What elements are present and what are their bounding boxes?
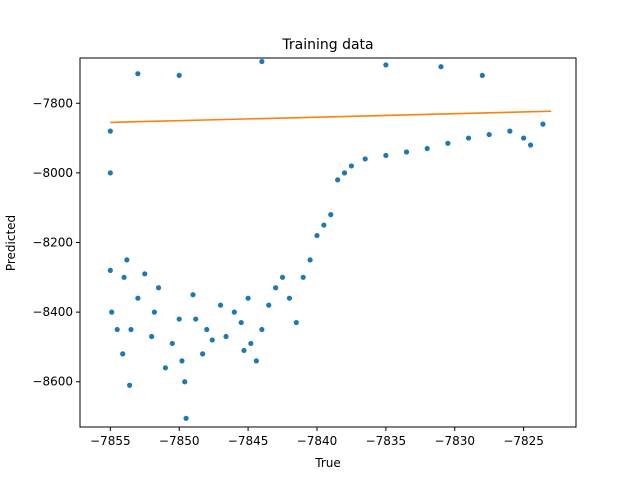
scatter-point (486, 131, 492, 138)
scatter-point (321, 222, 327, 228)
fit-line-layer (110, 110, 552, 124)
fit-line (110, 110, 552, 124)
scatter-point (540, 121, 546, 127)
scatter-point (307, 257, 313, 263)
x-tick-label: −7845 (228, 434, 269, 448)
scatter-point (527, 142, 534, 148)
scatter-point (253, 358, 259, 364)
scatter-point (114, 326, 120, 333)
scatter-point (193, 316, 199, 322)
y-axis-label: Predicted (4, 215, 18, 271)
scatter-point (348, 163, 355, 169)
scatter-point (335, 177, 341, 183)
scatter-point (179, 358, 185, 364)
scatter-point (241, 347, 247, 354)
scatter-point (162, 365, 169, 371)
scatter-point (121, 274, 127, 280)
scatter-point (182, 379, 188, 385)
scatter-point (286, 295, 293, 301)
scatter-point (248, 340, 254, 347)
y-tick-label: −7800 (32, 96, 73, 110)
scatter-point (169, 340, 175, 347)
scatter-layer (107, 58, 546, 421)
scatter-point (127, 382, 133, 388)
scatter-point (403, 149, 410, 155)
scatter-point (223, 333, 229, 340)
scatter-point (383, 62, 389, 68)
scatter-point (107, 128, 113, 134)
scatter-point (142, 271, 148, 277)
scatter-point (176, 72, 182, 79)
scatter-point (341, 170, 348, 176)
scatter-point (465, 135, 472, 141)
scatter-point (521, 135, 527, 141)
scatter-point (128, 326, 134, 333)
plot-frame (79, 57, 577, 428)
scatter-point (124, 257, 130, 263)
y-tick-label: −8200 (32, 236, 73, 250)
scatter-point (445, 140, 451, 146)
scatter-point (204, 326, 210, 333)
scatter-point (238, 319, 244, 326)
scatter-point (314, 232, 320, 239)
x-tick-label: −7855 (90, 434, 131, 448)
scatter-point (383, 152, 389, 159)
y-tick-label: −8600 (32, 375, 73, 389)
scatter-point (200, 351, 206, 357)
scatter-point (151, 309, 157, 315)
x-axis-label: True (314, 456, 341, 470)
scatter-point (217, 302, 224, 308)
scatter-point (107, 170, 113, 176)
x-tick-label: −7840 (297, 434, 338, 448)
y-axis: −7800 −8000 −8200 −8400 −8600 (32, 96, 80, 389)
scatter-point (279, 274, 286, 280)
scatter-point (328, 212, 334, 218)
x-tick-label: −7825 (503, 434, 544, 448)
scatter-point (190, 292, 196, 298)
chart-title: Training data (281, 37, 373, 53)
scatter-point (231, 309, 237, 315)
scatter-point (109, 309, 115, 315)
scatter-point (273, 285, 279, 291)
scatter-point (245, 295, 251, 301)
scatter-point (507, 128, 513, 134)
y-tick-label: −8000 (32, 166, 73, 180)
scatter-point (259, 326, 265, 333)
scatter-point (209, 337, 215, 343)
scatter-point (120, 351, 126, 357)
scatter-point (266, 302, 272, 308)
scatter-point (424, 145, 430, 152)
x-tick-label: −7830 (434, 434, 475, 448)
scatter-point (479, 72, 485, 79)
x-tick-label: −7835 (366, 434, 407, 448)
scatter-point (135, 71, 141, 77)
scatter-point (135, 295, 141, 301)
scatter-point (176, 316, 182, 322)
scatter-point (155, 285, 162, 291)
scatter-point (362, 156, 368, 162)
scatter-point (300, 274, 306, 280)
scatter-point (183, 415, 189, 421)
scatter-point (293, 319, 299, 326)
y-tick-label: −8400 (32, 305, 73, 319)
scatter-point (107, 267, 113, 273)
scatter-point (149, 333, 155, 340)
scatter-point (438, 64, 444, 70)
x-axis: −7855 −7850 −7845 −7840 −7835 −7830 −7825 (90, 427, 544, 448)
x-tick-label: −7850 (159, 434, 200, 448)
scatter-point (259, 58, 265, 65)
